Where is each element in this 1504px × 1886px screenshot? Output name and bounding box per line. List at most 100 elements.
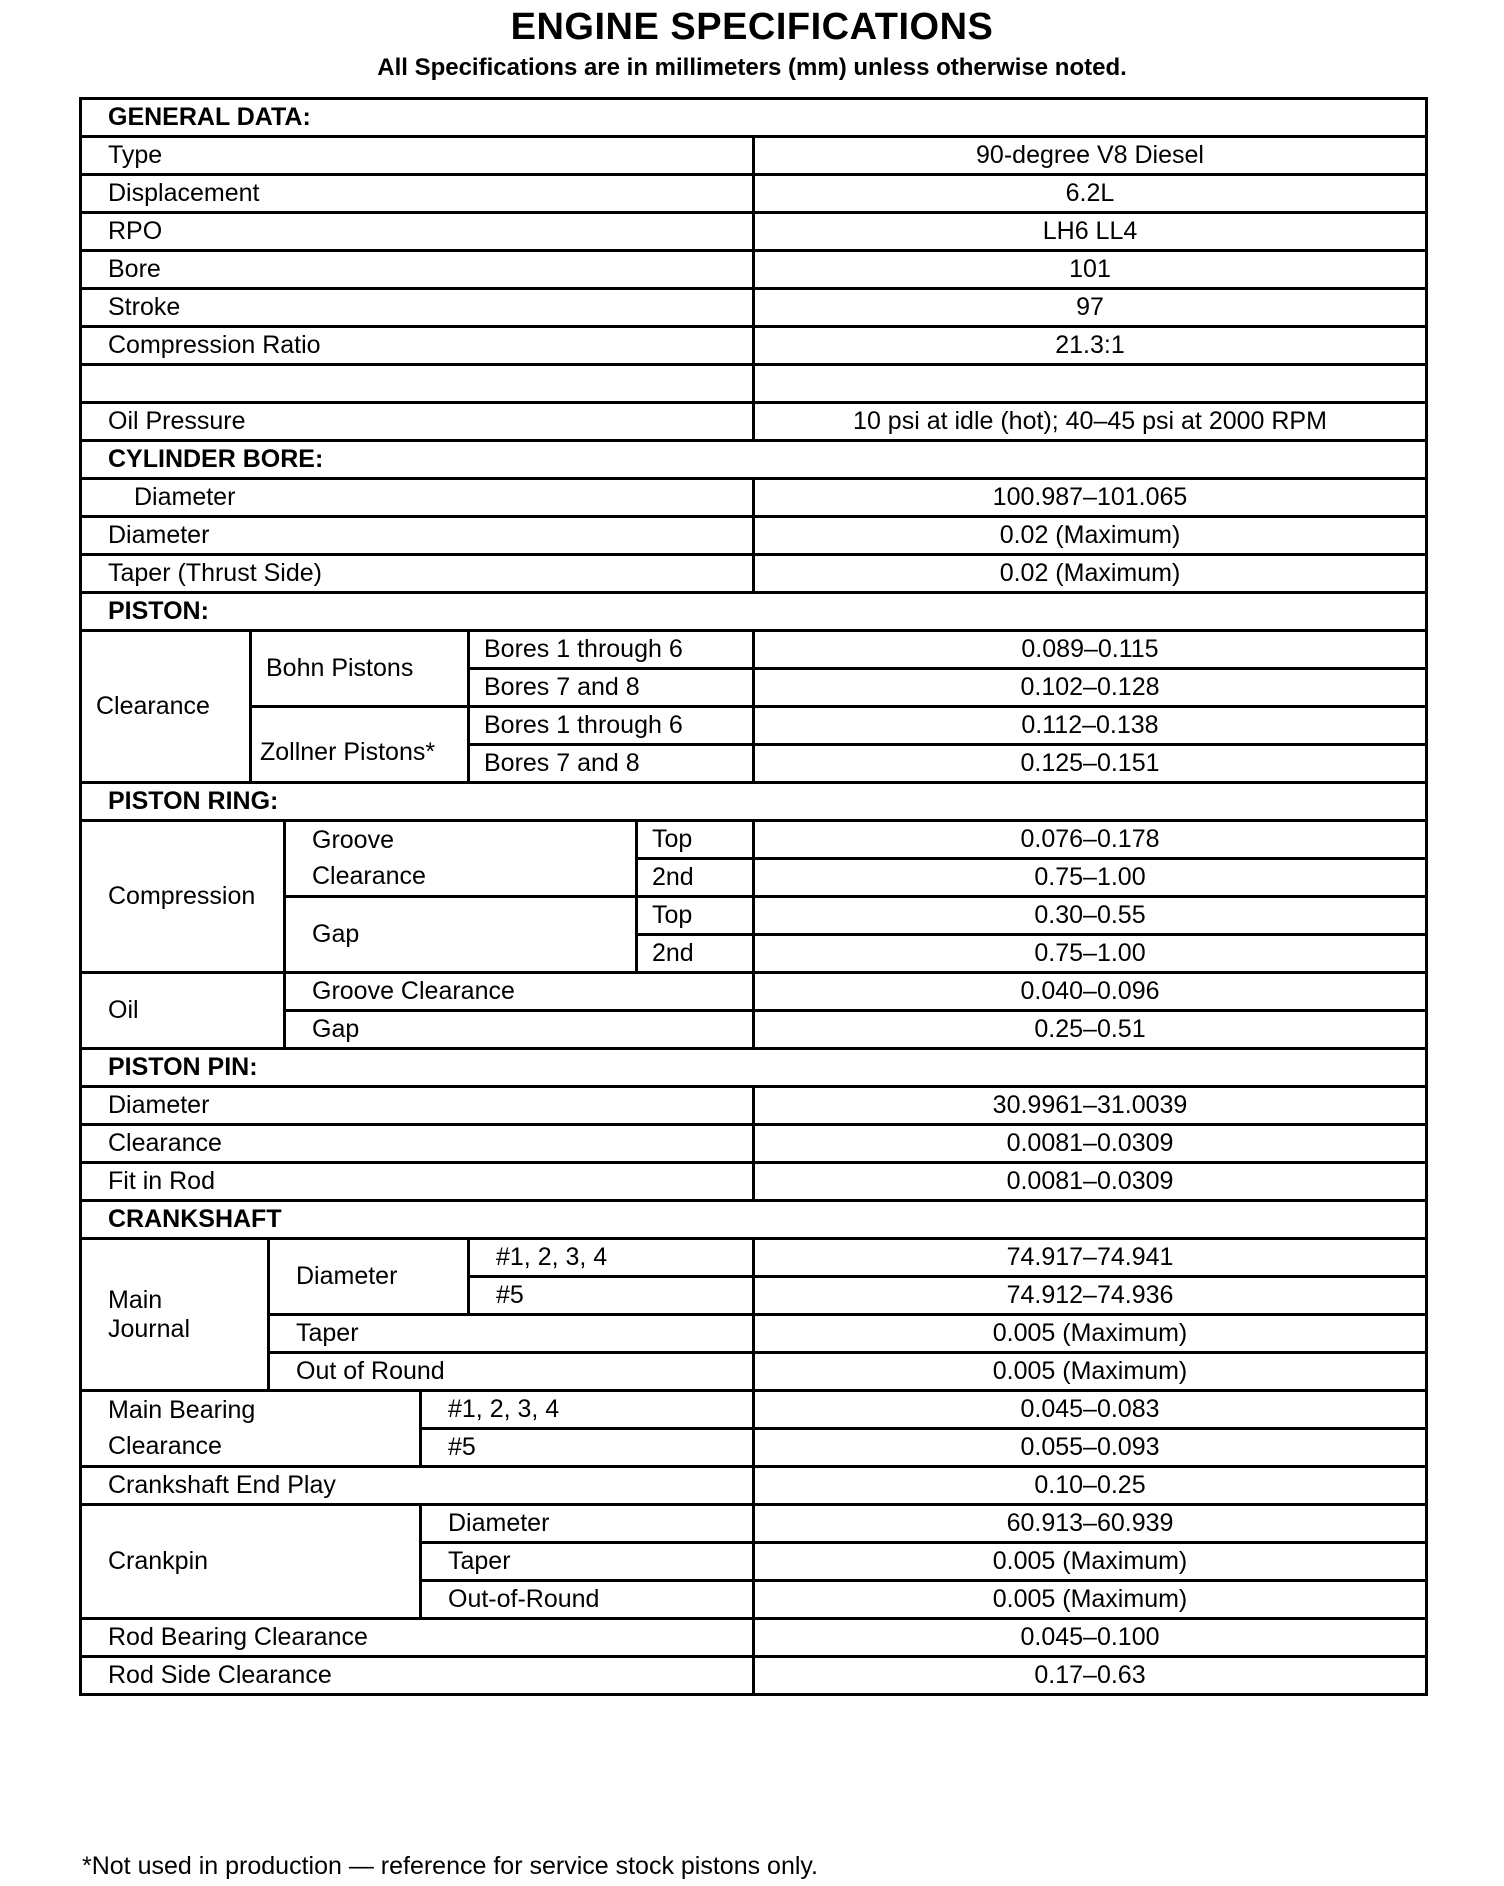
group-label-line: Journal [108, 1314, 190, 1343]
table-row: 2nd 0.75–1.00 [81, 933, 1428, 974]
spec-label: Diameter [79, 515, 755, 556]
group-label: Gap [283, 895, 638, 974]
group-label: Clearance [79, 629, 252, 784]
spec-label: Bores 1 through 6 [467, 705, 755, 746]
spec-value: 0.02 (Maximum) [752, 553, 1428, 594]
spec-table: GENERAL DATA: Type 90-degree V8 Diesel Di… [79, 97, 1428, 1696]
table-row: Out-of-Round 0.005 (Maximum) [81, 1579, 1428, 1620]
group-label-line: Main [108, 1285, 163, 1314]
table-row: Oil Groove Clearance 0.040–0.096 [79, 971, 1428, 1050]
spec-value: 0.102–0.128 [752, 667, 1428, 708]
table-row: Main Journal Diameter #1, 2, 3, 4 74.917–7… [79, 1237, 1428, 1392]
spec-label: Crankshaft End Play [79, 1465, 755, 1506]
spec-value: 0.076–0.178 [752, 819, 1428, 860]
group-label: Main Journal [79, 1237, 270, 1392]
table-row: Type 90-degree V8 Diesel [79, 135, 1428, 176]
spec-label: Rod Side Clearance [79, 1655, 755, 1696]
table-row: Compression Groove Top 0.076–0.178 [79, 819, 1428, 974]
spec-label: Type [79, 135, 755, 176]
spec-label: Displacement [79, 173, 755, 214]
group-label: Zollner Pistons* [249, 705, 470, 784]
table-row: #5 74.912–74.936 [81, 1275, 1428, 1316]
table-row: Rod Side Clearance 0.17–0.63 [79, 1655, 1428, 1696]
table-row: Main Bearing #1, 2, 3, 4 0.045–0.083 [79, 1389, 1428, 1430]
spec-value: 10 psi at idle (hot); 40–45 psi at 2000 … [752, 401, 1428, 442]
table-row: Stroke 97 [79, 287, 1428, 328]
table-row: RPO LH6 LL4 [79, 211, 1428, 252]
spec-value: 74.912–74.936 [752, 1275, 1428, 1316]
spec-label: Groove Clearance [283, 971, 755, 1012]
spec-value: 0.0081–0.0309 [752, 1161, 1428, 1202]
section-heading: GENERAL DATA: [79, 97, 1428, 138]
spec-value: 0.75–1.00 [752, 857, 1428, 898]
table-row: Diameter 100.987–101.065 [79, 477, 1428, 518]
spec-value: 74.917–74.941 [752, 1237, 1428, 1278]
spec-label: RPO [79, 211, 755, 252]
general-data-section: GENERAL DATA: Type 90-degree V8 Diesel Di… [79, 97, 1428, 632]
spec-value: 0.112–0.138 [752, 705, 1428, 746]
spec-value: 0.0081–0.0309 [752, 1123, 1428, 1164]
spec-label: Bores 7 and 8 [467, 743, 755, 784]
table-row: Crankshaft End Play 0.10–0.25 [79, 1465, 1428, 1506]
spec-label: Clearance [79, 1123, 755, 1164]
spec-value: 0.02 (Maximum) [752, 515, 1428, 556]
spec-value: 0.045–0.100 [752, 1617, 1428, 1658]
section-heading: PISTON PIN: [79, 1047, 1428, 1088]
table-row: Zollner Pistons* Bores 1 through 6 0.112–… [81, 705, 1428, 784]
section-heading: PISTON: [79, 591, 1428, 632]
spec-label: Gap [283, 1009, 755, 1050]
spec-value: 30.9961–31.0039 [752, 1085, 1428, 1126]
spec-label: Oil Pressure [79, 401, 755, 442]
spec-value: 0.055–0.093 [752, 1427, 1428, 1468]
table-row: Clearance #5 0.055–0.093 [79, 1427, 1428, 1468]
crankshaft-main-journal: Main Journal Diameter #1, 2, 3, 4 74.917–7… [79, 1237, 1428, 1392]
table-row: Taper 0.005 (Maximum) [81, 1313, 1428, 1354]
spec-label: Stroke [79, 287, 755, 328]
group-label: Clearance [283, 858, 638, 898]
spec-value: 0.005 (Maximum) [752, 1351, 1428, 1392]
spec-value: 0.040–0.096 [752, 971, 1428, 1012]
spec-label: #5 [419, 1427, 755, 1468]
group-label: Clearance [79, 1428, 422, 1468]
footnote: *Not used in production — reference for … [82, 1852, 818, 1880]
spec-label: 2nd [635, 933, 755, 974]
spec-value: 101 [752, 249, 1428, 290]
spec-value: 0.005 (Maximum) [752, 1313, 1428, 1354]
piston-ring-section: Compression Groove Top 0.076–0.178 Cleara… [79, 819, 1428, 1050]
spec-value: 100.987–101.065 [752, 477, 1428, 518]
group-label: Crankpin [79, 1503, 422, 1620]
section-heading: CRANKSHAFT [79, 1199, 1428, 1240]
section-heading: CYLINDER BORE: [79, 439, 1428, 480]
spec-label: Diameter [79, 1085, 755, 1126]
spec-value: 0.005 (Maximum) [752, 1541, 1428, 1582]
group-label: Bohn Pistons [249, 629, 470, 708]
group-label: Compression [79, 819, 286, 974]
spec-label: Top [635, 819, 755, 860]
spec-label: Out-of-Round [419, 1579, 755, 1620]
spec-value: 97 [752, 287, 1428, 328]
table-row: Diameter 0.02 (Maximum) [79, 515, 1428, 556]
table-row: Compression Ratio 21.3:1 [79, 325, 1428, 366]
table-row: Displacement 6.2L [79, 173, 1428, 214]
spec-label: Taper [419, 1541, 755, 1582]
spec-label: Fit in Rod [79, 1161, 755, 1202]
spec-label: Out of Round [267, 1351, 755, 1392]
spec-value: 0.30–0.55 [752, 895, 1428, 936]
table-row: Crankpin Diameter 60.913–60.939 [79, 1503, 1428, 1620]
piston-section: Clearance Bohn Pistons Bores 1 through 6… [79, 629, 1428, 822]
table-row: Taper (Thrust Side) 0.02 (Maximum) [79, 553, 1428, 594]
spec-value: 0.17–0.63 [752, 1655, 1428, 1696]
spec-value [752, 363, 1428, 404]
spec-label: #1, 2, 3, 4 [467, 1237, 755, 1278]
group-label: Oil [79, 971, 286, 1050]
spec-value: LH6 LL4 [752, 211, 1428, 252]
spec-label: Compression Ratio [79, 325, 755, 366]
spec-value: 0.75–1.00 [752, 933, 1428, 974]
spec-label: Bores 7 and 8 [467, 667, 755, 708]
spec-label: Diameter [419, 1503, 755, 1544]
spec-value: 6.2L [752, 173, 1428, 214]
spec-value: 0.125–0.151 [752, 743, 1428, 784]
table-row: Bores 7 and 8 0.125–0.151 [81, 743, 1428, 784]
spec-label: Taper (Thrust Side) [79, 553, 755, 594]
section-heading: PISTON RING: [79, 781, 1428, 822]
